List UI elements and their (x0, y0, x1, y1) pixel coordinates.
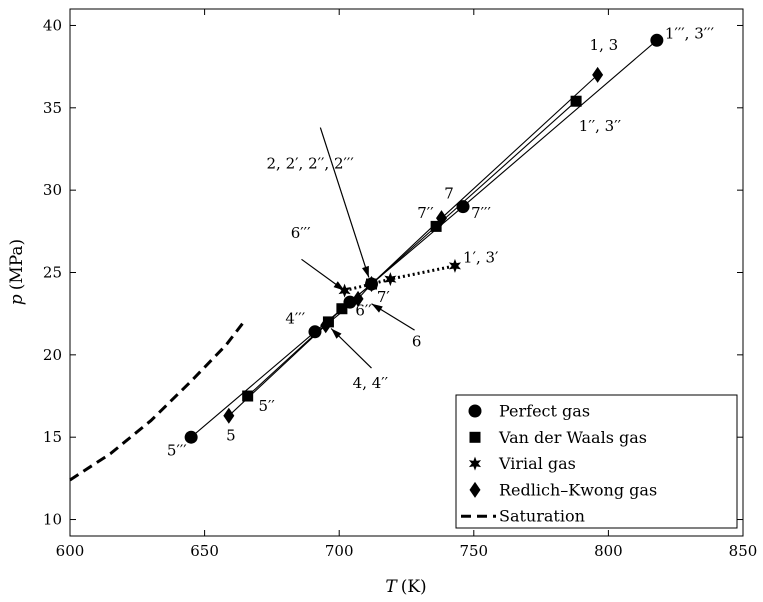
legend-swatch-van-der-waals-gas (469, 431, 481, 443)
x-tick-label: 650 (190, 542, 219, 560)
point-label: 5 (226, 426, 236, 444)
point-van-der-waals-gas (336, 303, 348, 315)
legend-label-virial-gas: Virial gas (498, 454, 576, 473)
legend-box (455, 394, 738, 529)
point-label: 1, 3 (590, 36, 619, 54)
x-tick-label: 600 (56, 542, 85, 560)
x-tick-label: 800 (594, 542, 623, 560)
point-van-der-waals-gas (570, 95, 582, 107)
point-redlich-kwong-gas (223, 407, 235, 424)
series-line-virial-gas (344, 264, 456, 293)
point-van-der-waals-gas (430, 220, 442, 232)
point-perfect-gas (184, 430, 198, 444)
point-redlich-kwong-gas (592, 66, 604, 83)
point-redlich-kwong-gas (352, 290, 364, 307)
point-label: 1′′, 3′′ (579, 117, 622, 135)
legend-label-perfect-gas: Perfect gas (499, 402, 590, 421)
legend-label-van-der-waals-gas: Van der Waals gas (498, 428, 647, 447)
y-tick-label: 25 (43, 264, 62, 282)
x-tick-label: 700 (325, 542, 354, 560)
point-label: 6 (412, 333, 422, 351)
annotation-arrow-line (319, 127, 370, 278)
point-label: 4′′′ (285, 310, 305, 328)
point-virial-gas (338, 283, 351, 298)
legend-swatch-perfect-gas (468, 404, 482, 418)
annotation-arrowhead (331, 328, 342, 339)
point-perfect-gas (308, 325, 322, 339)
point-label: 7′ (377, 288, 391, 306)
y-tick-label: 35 (43, 99, 62, 117)
series-line-saturation (69, 319, 247, 482)
y-axis-label: p(MPa) (7, 239, 27, 305)
y-tick-label: 15 (43, 428, 62, 446)
series-lines (190, 39, 658, 438)
point-label: 4, 4′′ (353, 374, 389, 392)
point-redlich-kwong-gas (435, 210, 447, 227)
series-line-perfect-gas (190, 39, 658, 438)
point-label: 2, 2′, 2′′, 2′′′ (267, 155, 355, 173)
point-redlich-kwong-gas (320, 317, 332, 334)
series-line-redlich-kwong-gas (228, 74, 598, 417)
x-tick-label: 850 (729, 542, 758, 560)
point-labels: 1, 3 1′′′, 3′′′ 1′′, 3′′ 7 7′′ 7′′′ 2, 2′, 2′′… (167, 25, 715, 460)
annotation-arrows (301, 127, 415, 369)
y-tick-label: 10 (43, 511, 62, 529)
point-redlich-kwong-gas (366, 276, 378, 293)
series-markers (184, 33, 664, 444)
annotation-arrowhead (371, 303, 383, 313)
point-label: 7′′′ (471, 204, 491, 222)
legend-label-redlich-kwong-gas: Redlich–Kwong gas (499, 480, 657, 499)
legend-swatch-virial-gas (468, 456, 482, 471)
point-label: 7 (444, 184, 454, 202)
point-label: 5′′ (258, 397, 275, 415)
y-tick-label: 30 (43, 181, 62, 199)
y-tick-label: 20 (43, 346, 62, 364)
point-virial-gas (384, 272, 397, 287)
point-van-der-waals-gas (242, 390, 254, 402)
legend-swatch-redlich-kwong-gas (469, 481, 481, 498)
point-virial-gas (448, 258, 462, 273)
point-label: 7′′ (417, 204, 434, 222)
y-tick-label: 40 (43, 16, 62, 34)
point-label: 1′, 3′ (463, 249, 499, 267)
point-label: 1′′′, 3′′′ (665, 25, 715, 43)
x-axis-ticks: 600 650 700 750 800 850 (56, 9, 758, 560)
legend: Perfect gas Van der Waals gas Virial gas Re… (455, 394, 738, 529)
y-axis-ticks: 10 15 20 25 30 35 40 (43, 16, 743, 529)
x-tick-label: 750 (459, 542, 488, 560)
point-label: 6′′′ (291, 224, 311, 242)
point-label: 6′′ (355, 301, 372, 319)
saturation-layer (69, 319, 247, 482)
point-perfect-gas (650, 33, 664, 47)
x-axis-label: T (K) (385, 577, 426, 597)
point-label: 5′′′ (167, 441, 187, 459)
point-perfect-gas (456, 200, 470, 214)
legend-label-saturation: Saturation (499, 507, 585, 526)
annotation-arrowhead (362, 265, 369, 278)
